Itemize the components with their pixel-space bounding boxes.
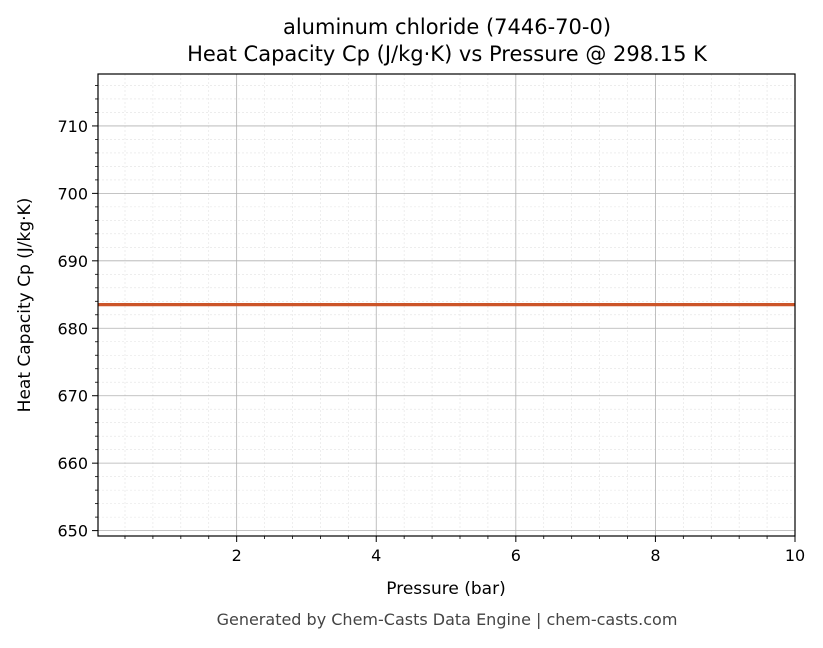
y-tick-label: 670 — [57, 387, 88, 406]
y-tick-label: 660 — [57, 454, 88, 473]
axis-tick-labels: 2 4 6 8 10 650 660 670 680 690 700 710 — [57, 117, 805, 565]
y-tick-label: 650 — [57, 522, 88, 541]
y-tick-label: 680 — [57, 319, 88, 338]
x-axis-label: Pressure (bar) — [386, 579, 505, 599]
chart-title-line2: Heat Capacity Cp (J/kg·K) vs Pressure @ … — [187, 42, 708, 66]
x-tick-label: 6 — [511, 546, 521, 565]
y-tick-label: 690 — [57, 252, 88, 271]
footer-credit: Generated by Chem-Casts Data Engine | ch… — [217, 610, 678, 629]
minor-grid — [98, 74, 795, 536]
plot-frame — [97, 73, 796, 537]
x-tick-label: 4 — [371, 546, 381, 565]
x-tick-label: 8 — [650, 546, 660, 565]
axis-ticks — [92, 85, 796, 542]
y-tick-label: 700 — [57, 184, 88, 203]
x-tick-label: 10 — [785, 546, 805, 565]
x-tick-label: 2 — [232, 546, 242, 565]
chart-title-line1: aluminum chloride (7446-70-0) — [283, 15, 611, 39]
y-tick-label: 710 — [57, 117, 88, 136]
y-axis-label: Heat Capacity Cp (J/kg·K) — [15, 198, 35, 413]
